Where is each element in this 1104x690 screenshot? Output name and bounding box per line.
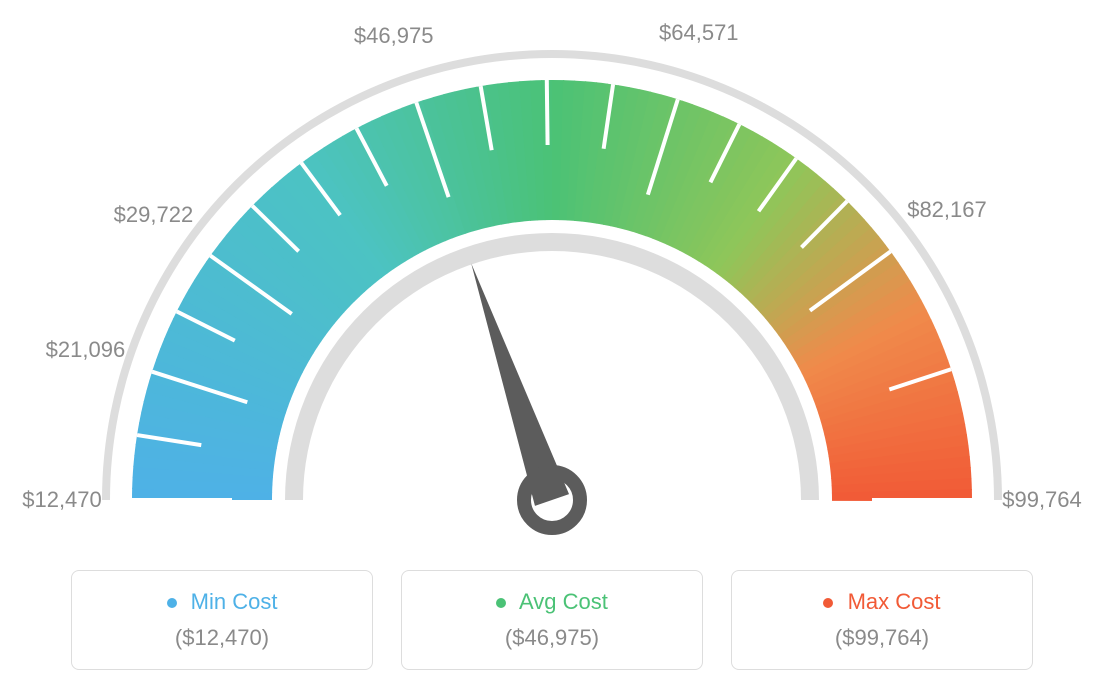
legend-avg-value: ($46,975)	[402, 625, 702, 651]
legend-row: Min Cost ($12,470) Avg Cost ($46,975) Ma…	[0, 570, 1104, 670]
legend-max-title: Max Cost	[732, 589, 1032, 615]
gauge-tick-label: $29,722	[114, 202, 194, 228]
legend-min-label: Min Cost	[191, 589, 278, 614]
gauge-tick-label: $46,975	[354, 23, 434, 49]
gauge-tick-label: $99,764	[1002, 487, 1082, 513]
legend-min-value: ($12,470)	[72, 625, 372, 651]
legend-max-value: ($99,764)	[732, 625, 1032, 651]
legend-min-dot	[167, 598, 177, 608]
legend-max-label: Max Cost	[848, 589, 941, 614]
legend-min-title: Min Cost	[72, 589, 372, 615]
legend-max-dot	[823, 598, 833, 608]
legend-card-min: Min Cost ($12,470)	[71, 570, 373, 670]
legend-avg-title: Avg Cost	[402, 589, 702, 615]
legend-avg-label: Avg Cost	[519, 589, 608, 614]
legend-card-avg: Avg Cost ($46,975)	[401, 570, 703, 670]
gauge-tick-label: $21,096	[46, 337, 126, 363]
gauge-tick-label: $12,470	[22, 487, 102, 513]
cost-gauge-chart: $12,470 $21,096 $29,722 $46,975 $64,571 $82,1…	[0, 0, 1104, 540]
gauge-tick-label: $82,167	[907, 197, 987, 223]
gauge-tick-label: $64,571	[659, 20, 739, 46]
legend-card-max: Max Cost ($99,764)	[731, 570, 1033, 670]
legend-avg-dot	[496, 598, 506, 608]
